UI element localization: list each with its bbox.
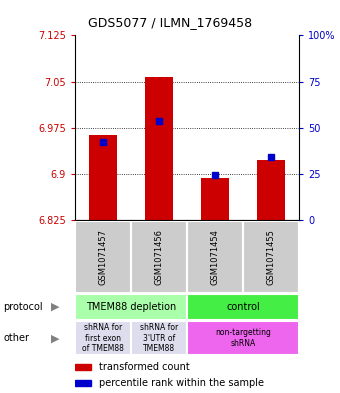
Bar: [75, 380, 90, 386]
Bar: [131, 221, 187, 293]
Bar: [257, 160, 285, 220]
Text: ▶: ▶: [51, 302, 60, 312]
Text: TMEM88 depletion: TMEM88 depletion: [86, 302, 176, 312]
Bar: [145, 77, 173, 220]
Text: shRNA for
first exon
of TMEM88: shRNA for first exon of TMEM88: [82, 323, 124, 353]
Bar: [75, 221, 131, 293]
Text: ▶: ▶: [51, 333, 60, 343]
Text: control: control: [226, 302, 260, 312]
Bar: [187, 321, 299, 355]
Text: GSM1071455: GSM1071455: [267, 229, 276, 285]
Text: percentile rank within the sample: percentile rank within the sample: [100, 378, 265, 388]
Bar: [201, 178, 229, 220]
Text: transformed count: transformed count: [100, 362, 190, 372]
Text: shRNA for
3'UTR of
TMEM88: shRNA for 3'UTR of TMEM88: [140, 323, 178, 353]
Text: non-targetting
shRNA: non-targetting shRNA: [215, 329, 271, 348]
Bar: [131, 321, 187, 355]
Text: protocol: protocol: [3, 302, 43, 312]
Text: GSM1071454: GSM1071454: [210, 229, 220, 285]
Bar: [75, 364, 90, 370]
Bar: [187, 221, 243, 293]
Text: GSM1071457: GSM1071457: [98, 229, 107, 285]
Text: other: other: [3, 333, 29, 343]
Text: GDS5077 / ILMN_1769458: GDS5077 / ILMN_1769458: [88, 16, 252, 29]
Bar: [75, 321, 131, 355]
Bar: [75, 294, 187, 320]
Text: GSM1071456: GSM1071456: [154, 229, 164, 285]
Bar: [89, 135, 117, 220]
Bar: [187, 294, 299, 320]
Bar: [243, 221, 299, 293]
